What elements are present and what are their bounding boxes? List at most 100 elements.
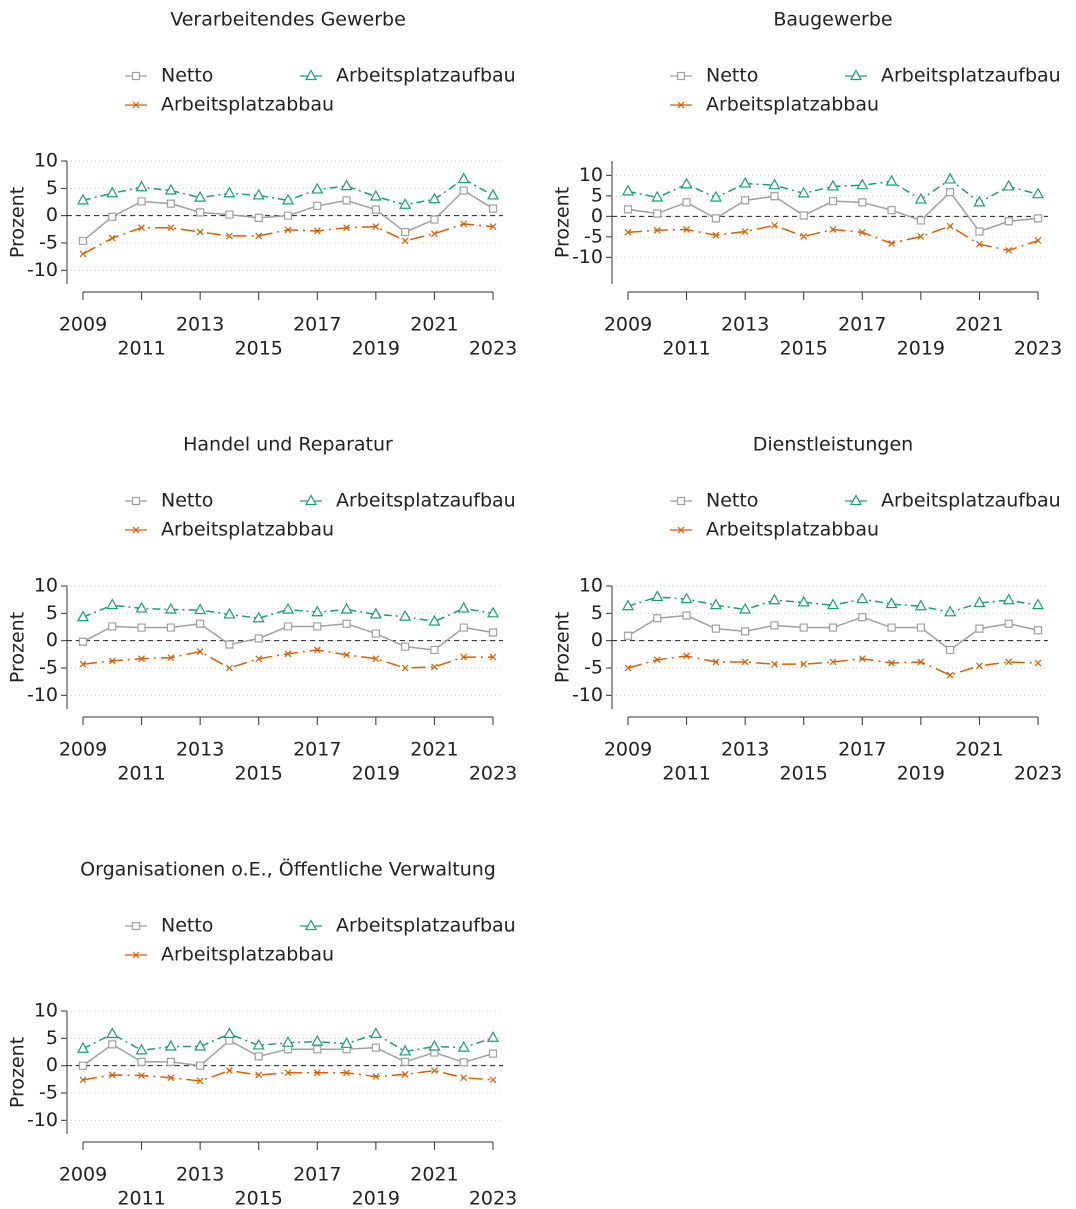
data-point [829,658,837,666]
panel: Verarbeitendes Gewerbe Prozent Netto Arbeit… [7,9,518,360]
data-point [976,662,983,670]
panel: Handel und Reparatur Prozent Netto Arbeitsp… [7,434,518,785]
y-axis-label: Prozent [552,612,574,683]
data-point [106,186,119,198]
y-tick-label: -10 [27,1109,58,1131]
data-point [196,648,204,656]
data-point [799,211,808,220]
data-point [768,178,781,190]
data-point [138,655,145,663]
data-point [916,216,925,225]
y-tick-label: -5 [39,657,58,679]
data-point [164,1039,177,1051]
y-tick-label: -5 [584,657,603,679]
data-point [369,607,382,619]
data-point [460,220,468,228]
x-tick-label: 2015 [780,338,828,360]
data-point [858,198,867,207]
legend-label: Arbeitsplatzabbau [706,519,879,541]
legend-marker [132,526,140,534]
x-tick-label: 2017 [293,1164,341,1186]
data-point [653,226,661,234]
data-point [797,186,810,198]
data-point [770,192,779,201]
x-tick-label: 2015 [235,338,283,360]
data-point [624,664,632,672]
data-point [340,602,353,614]
series-line [82,223,494,255]
data-point [226,1067,233,1075]
data-point [340,179,353,191]
data-point [653,614,662,623]
data-point [401,237,409,245]
legend-marker [132,101,140,109]
y-tick-label: -5 [584,225,603,247]
data-point [888,659,895,667]
data-point [399,1044,412,1056]
data-point [489,653,497,661]
data-point [653,656,661,664]
data-point [651,590,664,602]
y-tick-label: 5 [591,184,603,206]
y-tick-label: 0 [46,204,58,226]
y-tick-label: 0 [46,629,58,651]
legend-label: Arbeitsplatzaufbau [881,65,1061,87]
legend-marker [131,496,141,506]
data-point [225,1036,234,1045]
data-point [313,201,322,210]
data-point [108,622,117,631]
data-point [683,226,690,233]
y-tick-label: 5 [46,177,58,199]
y-tick-label: 10 [34,575,58,597]
data-point [858,655,866,663]
legend-marker [131,921,141,931]
x-tick-label: 2021 [410,739,458,761]
x-tick-label: 2019 [352,1188,400,1209]
data-point [739,602,752,614]
series-line [627,655,1039,676]
x-tick-label: 2023 [469,338,517,360]
data-point [711,214,720,223]
data-point [486,606,500,618]
data-point [741,196,750,205]
x-tick-label: 2013 [721,314,769,336]
legend-marker [676,496,686,506]
data-point [196,619,205,628]
legend-marker [304,494,318,506]
data-point [372,223,380,231]
legend-marker [677,526,685,534]
data-point [946,222,954,230]
data-point [457,601,470,613]
series-line [82,1069,494,1082]
legend-marker [304,69,318,81]
data-point [225,640,234,649]
data-point [682,611,691,620]
data-point [401,664,409,672]
x-tick-label: 2009 [59,1164,107,1186]
data-point [624,228,632,236]
data-point [164,183,177,195]
data-point [488,204,498,213]
data-point [343,651,350,659]
data-point [460,1074,468,1082]
data-point [712,658,720,666]
x-tick-label: 2013 [721,739,769,761]
data-point [369,189,382,201]
data-point [342,196,351,205]
data-point [106,598,119,610]
data-point [768,593,781,605]
data-point [255,655,263,663]
legend-marker [676,71,686,81]
chart-title: Dienstleistungen [753,434,913,456]
data-point [254,213,263,222]
panel: Dienstleistungen Prozent Netto Arbeitsplatz… [552,434,1063,785]
y-tick-label: 0 [46,1054,58,1076]
data-point [431,230,438,238]
data-point [770,621,779,630]
data-point [946,188,955,197]
data-point [164,602,177,614]
data-point [284,1069,292,1077]
data-point [653,209,662,218]
data-point [225,210,234,219]
data-point [106,1027,119,1039]
